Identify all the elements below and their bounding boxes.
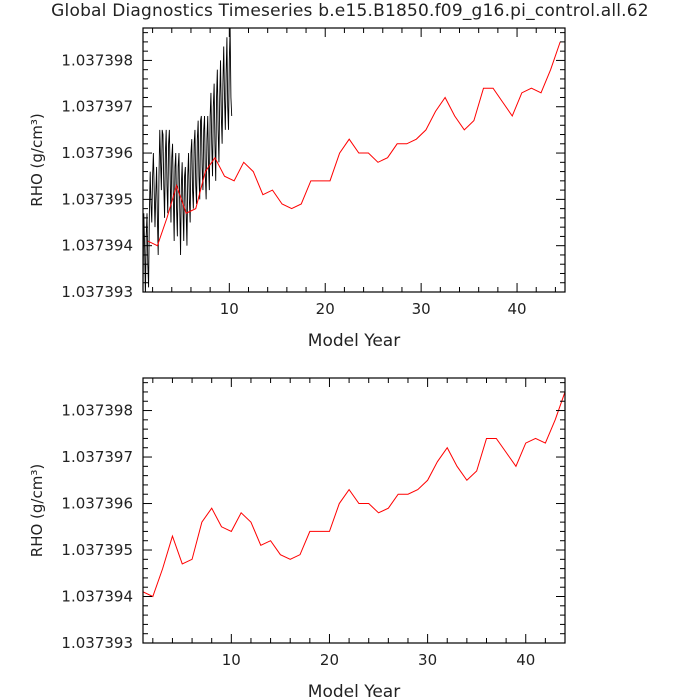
page-title: Global Diagnostics Timeseries b.e15.B185…	[51, 1, 649, 21]
x-tick-label: 10	[220, 300, 239, 318]
y-tick-label: 1.037393	[61, 283, 133, 301]
series-line-annual-mean	[147, 41, 561, 247]
y-tick-label: 1.037395	[61, 190, 133, 208]
x-tick-label: 20	[316, 300, 335, 318]
y-tick-label: 1.037394	[61, 237, 133, 255]
chart-panel-1: 1.037393 1.037394 1.037395 1.037396 1.037397…	[28, 27, 566, 351]
y-tick-label: 1.037398	[61, 51, 133, 69]
y-tick-label: 1.037393	[61, 634, 133, 652]
y-tick-label: 1.037394	[61, 588, 133, 606]
y-tick-label: 1.037397	[61, 98, 133, 116]
y-axis-label: RHO (g/cm³)	[28, 113, 46, 206]
x-tick-label: 30	[412, 300, 431, 318]
plot-frame	[142, 377, 566, 644]
plot-frame	[142, 27, 566, 293]
y-tick-label: 1.037396	[61, 495, 133, 513]
x-tick-label: 20	[320, 651, 339, 669]
x-axis-label: Model Year	[308, 682, 400, 700]
x-tick-label: 10	[222, 651, 241, 669]
y-tick-label: 1.037398	[61, 402, 133, 420]
y-axis-label: RHO (g/cm³)	[28, 464, 46, 557]
series-line-annual-mean	[143, 391, 565, 598]
x-axis-label: Model Year	[308, 331, 400, 351]
x-tick-label: 40	[507, 300, 526, 318]
x-tick-label: 30	[418, 651, 437, 669]
chart-panel-2: 1.037393 1.037394 1.037395 1.037396 1.037397…	[28, 377, 566, 700]
y-tick-label: 1.037396	[61, 144, 133, 162]
y-tick-label: 1.037397	[61, 448, 133, 466]
x-tick-label: 40	[516, 651, 535, 669]
y-tick-label: 1.037395	[61, 541, 133, 559]
series-line-monthly	[143, 28, 233, 292]
